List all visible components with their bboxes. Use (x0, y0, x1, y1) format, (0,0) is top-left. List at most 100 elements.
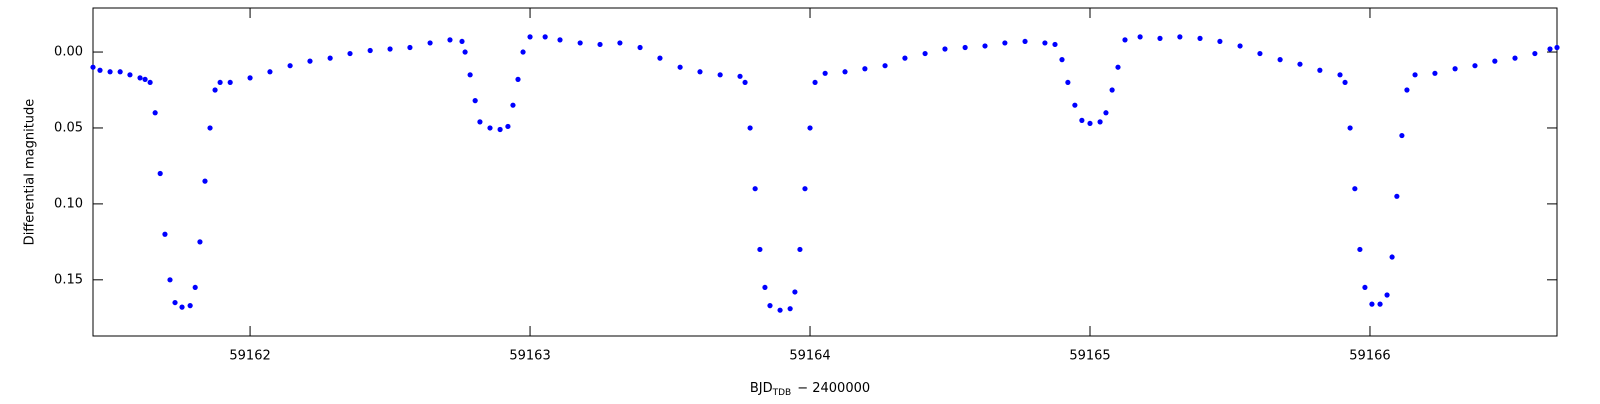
y-tick-label: 0.15 (54, 272, 83, 287)
data-point (472, 98, 478, 104)
data-point (1052, 41, 1058, 48)
data-point (505, 123, 511, 130)
data-point (1472, 63, 1478, 69)
x-tick-label: 59166 (1349, 349, 1390, 364)
x-label-subscript: TDB (772, 388, 792, 398)
data-point (1042, 40, 1048, 46)
data-point (577, 40, 583, 46)
data-point (787, 306, 793, 312)
data-point (107, 69, 113, 75)
data-point (487, 125, 493, 131)
data-point (1059, 57, 1065, 63)
data-point (862, 66, 868, 72)
data-point (217, 79, 223, 86)
data-point (1097, 119, 1103, 125)
data-point (387, 46, 393, 52)
data-point (1547, 46, 1553, 52)
data-point (1217, 38, 1223, 45)
data-point (515, 76, 521, 82)
data-point (1394, 193, 1400, 199)
data-point (367, 47, 373, 54)
data-point (677, 64, 683, 70)
data-point (1079, 117, 1085, 123)
data-point (1277, 57, 1283, 63)
data-point (427, 40, 433, 46)
data-point (902, 55, 908, 61)
x-axis-label: BJDTDB − 2400000 (750, 381, 870, 398)
data-point (1399, 132, 1405, 139)
data-point (1362, 284, 1368, 291)
data-point (982, 43, 988, 49)
data-point (1512, 55, 1518, 61)
y-tick-label: 0.10 (54, 196, 83, 211)
data-point (147, 79, 153, 86)
data-point (1317, 67, 1323, 73)
data-point (802, 186, 808, 192)
data-point (97, 67, 103, 73)
data-point (467, 72, 473, 78)
data-point (797, 246, 803, 253)
data-point (942, 46, 948, 52)
data-point (202, 178, 208, 184)
data-point (1157, 35, 1163, 41)
data-point (1197, 35, 1203, 41)
data-point (137, 75, 143, 81)
data-point (737, 73, 743, 79)
data-point (1337, 72, 1343, 78)
data-point (247, 75, 253, 81)
data-point (307, 58, 313, 64)
data-point (1022, 38, 1028, 45)
data-point (157, 170, 163, 177)
data-point (617, 40, 623, 46)
data-point (1492, 58, 1498, 64)
data-point (882, 63, 888, 69)
plot-frame (92, 7, 1558, 337)
data-point (1297, 61, 1303, 67)
data-point (1384, 292, 1390, 298)
data-point (142, 76, 148, 82)
data-point (1002, 40, 1008, 46)
data-point (162, 231, 168, 237)
data-point (557, 37, 563, 43)
data-point (542, 34, 548, 40)
data-point (1342, 79, 1348, 86)
data-point (777, 307, 783, 313)
data-point (179, 304, 185, 310)
data-point (822, 70, 828, 76)
x-tick-label: 59165 (1069, 349, 1110, 364)
data-point (807, 125, 813, 131)
data-point (762, 284, 768, 291)
data-point (212, 87, 218, 93)
x-tick-label: 59163 (509, 349, 550, 364)
data-point (90, 64, 96, 70)
data-point (767, 303, 773, 309)
data-point (1352, 186, 1358, 192)
data-point (287, 63, 293, 69)
data-point (657, 55, 663, 61)
data-point (1115, 64, 1121, 70)
x-label-rest: − 2400000 (797, 381, 870, 396)
data-point (1122, 37, 1128, 43)
data-point (267, 69, 273, 75)
data-point (1237, 43, 1243, 49)
y-tick-label: 0.00 (54, 45, 83, 60)
data-point (742, 79, 748, 86)
data-point (520, 49, 526, 55)
data-point (497, 126, 503, 133)
data-point (1257, 50, 1263, 57)
data-point (1554, 44, 1560, 51)
data-point (510, 102, 516, 108)
data-point (207, 125, 213, 131)
data-point (1347, 125, 1353, 131)
data-point (962, 44, 968, 51)
data-point (527, 34, 533, 40)
data-point (1369, 301, 1375, 307)
data-point (197, 239, 203, 245)
data-point (327, 55, 333, 61)
data-point (1087, 120, 1093, 127)
data-point (1177, 34, 1183, 40)
data-point (1109, 87, 1115, 93)
data-point (1065, 79, 1071, 86)
data-point (1532, 50, 1538, 57)
